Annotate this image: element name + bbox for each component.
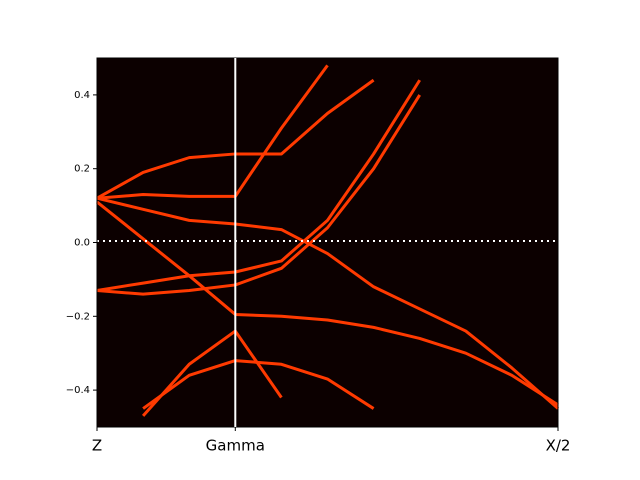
band-line: [96, 196, 559, 410]
y-tick-label: 0.4: [74, 90, 90, 101]
band-line: [141, 329, 283, 417]
y-tick-label: −0.4: [66, 385, 90, 396]
band-line: [96, 94, 421, 296]
plot-area: [97, 58, 558, 427]
bands: [96, 64, 559, 417]
y-tick-label: 0.0: [74, 238, 90, 249]
y-tick-label: 0.2: [74, 164, 90, 175]
y-tick-label: −0.2: [66, 311, 90, 322]
band-line: [96, 64, 329, 200]
x-tick-label: Gamma: [206, 437, 265, 455]
x-tick-label: X/2: [546, 437, 571, 455]
band-line: [96, 79, 421, 292]
x-tick-label: Z: [92, 437, 102, 455]
band-line: [96, 200, 559, 407]
